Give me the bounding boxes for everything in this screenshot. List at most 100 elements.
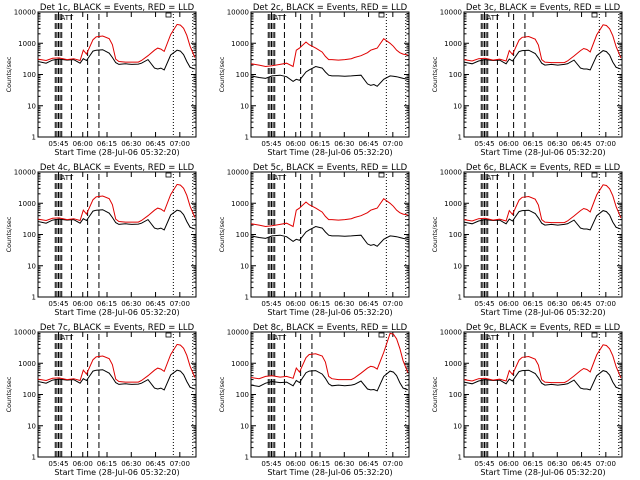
panel-2: Det 2c, BLACK = Events, RED = LLD 1 10 100 1… <box>218 3 410 157</box>
att-annotation: ATT <box>486 334 499 342</box>
series-events <box>250 370 409 392</box>
x-tick-label: 06:15 <box>523 140 543 148</box>
x-tick-label: 05:45 <box>48 140 68 148</box>
x-tick-label: 06:00 <box>286 140 306 148</box>
x-axis-label: Start Time (28-Jul-06 05:32:20) <box>54 468 179 477</box>
x-tick-label: 06:45 <box>145 300 165 308</box>
panel-1: Det 1c, BLACK = Events, RED = LLD 1 10 100 1… <box>5 3 197 157</box>
att-annotation: ATT <box>60 334 73 342</box>
series-lld <box>37 343 196 383</box>
x-tick-label: 07:00 <box>383 140 403 148</box>
mode-marker <box>378 172 385 178</box>
x-axis-label: Start Time (28-Jul-06 05:32:20) <box>480 308 605 317</box>
y-tick-label: 10 <box>27 422 36 430</box>
x-tick-label: 07:00 <box>596 460 616 468</box>
x-axis-label: Start Time (28-Jul-06 05:32:20) <box>54 148 179 157</box>
mode-marker <box>591 172 598 178</box>
series-events <box>37 49 196 71</box>
x-tick-label: 06:30 <box>547 460 567 468</box>
y-tick-label: 1000 <box>18 40 36 48</box>
series-lld <box>250 197 408 228</box>
x-tick-label: 05:45 <box>48 460 68 468</box>
y-tick-label: 10 <box>240 422 249 430</box>
x-tick-label: 06:45 <box>571 140 591 148</box>
x-tick-label: 06:00 <box>286 460 306 468</box>
x-tick-label: 06:30 <box>121 460 141 468</box>
x-axis-label: Start Time (28-Jul-06 05:32:20) <box>267 468 392 477</box>
x-tick-label: 06:15 <box>97 460 117 468</box>
att-annotation: ATT <box>60 14 73 22</box>
mode-marker <box>591 12 598 18</box>
panel-title: Det 8c, BLACK = Events, RED = LLD <box>253 323 408 333</box>
y-axis-label: Counts/sec <box>431 216 439 252</box>
mode-marker <box>378 332 385 338</box>
panel-title: Det 9c, BLACK = Events, RED = LLD <box>466 323 621 333</box>
panel-9: Det 9c, BLACK = Events, RED = LLD 1 10 100 1… <box>431 323 623 477</box>
y-tick-label: 100 <box>449 231 462 239</box>
y-axis-label: Counts/sec <box>431 56 439 92</box>
panel-title: Det 4c, BLACK = Events, RED = LLD <box>40 163 195 173</box>
x-tick-label: 06:00 <box>499 460 519 468</box>
x-tick-label: 06:00 <box>499 140 519 148</box>
series-lld <box>250 332 409 381</box>
series-events <box>37 209 196 231</box>
y-tick-label: 10000 <box>440 169 462 177</box>
series-lld <box>250 37 408 68</box>
series-events <box>250 225 408 247</box>
y-tick-label: 100 <box>236 391 249 399</box>
y-tick-label: 100 <box>449 391 462 399</box>
y-axis-label: Counts/sec <box>5 376 13 412</box>
x-tick-label: 06:30 <box>334 300 354 308</box>
y-tick-label: 10 <box>240 102 249 110</box>
x-tick-label: 06:30 <box>547 300 567 308</box>
x-tick-label: 06:30 <box>121 140 141 148</box>
x-tick-label: 06:15 <box>97 140 117 148</box>
y-tick-label: 1 <box>458 454 462 462</box>
mode-marker <box>165 12 172 18</box>
series-events <box>463 49 622 71</box>
y-tick-label: 10000 <box>14 9 36 17</box>
y-tick-label: 1000 <box>231 200 249 208</box>
mode-marker <box>591 332 598 338</box>
y-axis-label: Counts/sec <box>431 376 439 412</box>
x-tick-label: 05:45 <box>261 140 281 148</box>
y-axis-label: Counts/sec <box>218 376 226 412</box>
y-tick-label: 1000 <box>18 200 36 208</box>
x-axis-label: Start Time (28-Jul-06 05:32:20) <box>480 468 605 477</box>
x-axis-label: Start Time (28-Jul-06 05:32:20) <box>480 148 605 157</box>
panel-4: Det 4c, BLACK = Events, RED = LLD 1 10 100 1… <box>5 163 197 317</box>
series-lld <box>463 344 622 384</box>
y-tick-label: 10000 <box>440 9 462 17</box>
y-tick-label: 10 <box>240 262 249 270</box>
y-axis-label: Counts/sec <box>5 56 13 92</box>
y-tick-label: 1000 <box>231 360 249 368</box>
x-tick-label: 05:45 <box>474 300 494 308</box>
y-tick-label: 10 <box>453 102 462 110</box>
y-tick-label: 1000 <box>444 40 462 48</box>
x-tick-label: 06:45 <box>571 300 591 308</box>
y-tick-label: 1 <box>245 134 249 142</box>
x-tick-label: 06:30 <box>547 140 567 148</box>
x-tick-label: 06:45 <box>358 140 378 148</box>
y-tick-label: 10000 <box>14 329 36 337</box>
x-tick-label: 05:45 <box>261 300 281 308</box>
series-lld <box>463 24 622 64</box>
att-annotation: ATT <box>486 174 499 182</box>
x-tick-label: 06:45 <box>571 460 591 468</box>
x-tick-label: 06:15 <box>523 300 543 308</box>
x-tick-label: 06:15 <box>523 460 543 468</box>
panel-title: Det 1c, BLACK = Events, RED = LLD <box>40 3 195 13</box>
panel-3: Det 3c, BLACK = Events, RED = LLD 1 10 100 1… <box>431 3 623 157</box>
x-tick-label: 05:45 <box>474 460 494 468</box>
panel-title: Det 5c, BLACK = Events, RED = LLD <box>253 163 408 173</box>
x-tick-label: 07:00 <box>170 460 190 468</box>
y-tick-label: 100 <box>23 231 36 239</box>
att-annotation: ATT <box>273 174 286 182</box>
y-tick-label: 10000 <box>227 169 249 177</box>
x-tick-label: 07:00 <box>383 300 403 308</box>
x-tick-label: 07:00 <box>383 460 403 468</box>
panel-6: Det 6c, BLACK = Events, RED = LLD 1 10 100 1… <box>431 163 623 317</box>
y-tick-label: 1000 <box>444 360 462 368</box>
x-tick-label: 07:00 <box>170 140 190 148</box>
